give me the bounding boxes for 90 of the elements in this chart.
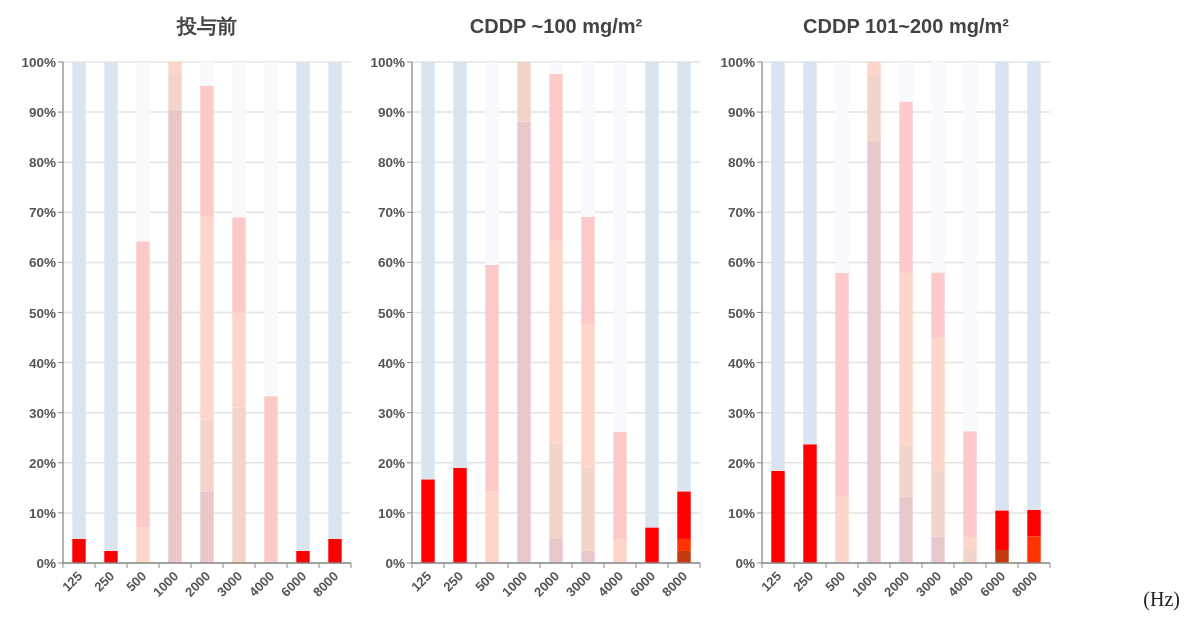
y-tick-label: 70%	[377, 205, 405, 221]
x-tick-label: 125	[408, 568, 435, 595]
x-tick-label: 125	[758, 568, 785, 595]
y-tick-label: 50%	[28, 305, 56, 321]
y-tick-label: 0%	[385, 556, 405, 571]
bar	[200, 491, 214, 563]
y-tick-label: 60%	[727, 255, 755, 271]
bar	[613, 431, 627, 539]
bar	[421, 479, 435, 563]
bar	[995, 549, 1009, 563]
bar	[677, 62, 691, 492]
bar	[867, 141, 881, 563]
bar	[485, 491, 499, 563]
bar	[677, 538, 691, 551]
x-tick-label: 250	[440, 568, 467, 595]
y-tick-label: 40%	[377, 355, 405, 371]
y-tick-label: 20%	[28, 455, 56, 471]
y-tick-label: 50%	[727, 305, 755, 321]
bar	[136, 527, 150, 563]
bar	[1027, 536, 1041, 563]
y-tick-label: 90%	[727, 105, 755, 121]
chart-title: 投与前	[176, 15, 237, 37]
y-tick-label: 90%	[28, 105, 56, 121]
y-tick-label: 40%	[28, 355, 56, 371]
bar	[803, 444, 817, 563]
x-axis-title: (Hz)	[1143, 588, 1180, 611]
bar	[835, 496, 849, 563]
bar	[549, 538, 563, 563]
bar	[803, 62, 817, 445]
bar	[453, 62, 467, 468]
y-tick-label: 30%	[377, 405, 405, 421]
bar	[995, 62, 1009, 511]
y-tick-label: 70%	[28, 205, 56, 221]
bar	[296, 62, 310, 551]
y-tick-label: 10%	[28, 505, 56, 521]
bar	[421, 62, 435, 480]
bar	[104, 550, 118, 563]
y-tick-label: 0%	[36, 556, 56, 571]
chart-title: CDDP 101~200 mg/m²	[803, 15, 1010, 37]
bar	[168, 109, 182, 563]
bar	[517, 62, 531, 122]
y-tick-label: 10%	[727, 505, 755, 521]
y-tick-label: 60%	[377, 255, 405, 271]
bar	[771, 470, 785, 563]
y-tick-label: 10%	[377, 505, 405, 521]
y-tick-label: 100%	[720, 55, 755, 70]
bar	[899, 496, 913, 563]
y-tick-label: 20%	[727, 455, 755, 471]
bar	[613, 538, 627, 563]
chart-title: CDDP ~100 mg/m²	[469, 15, 643, 37]
y-tick-label: 80%	[377, 155, 405, 171]
bar	[645, 62, 659, 528]
x-tick-label: 500	[472, 568, 499, 595]
x-tick-label: 125	[59, 568, 86, 595]
bar	[1027, 509, 1041, 537]
bar	[677, 491, 691, 539]
y-tick-label: 60%	[28, 255, 56, 271]
y-tick-label: 0%	[735, 556, 755, 571]
bar	[677, 550, 691, 563]
bar	[963, 431, 977, 537]
y-tick-label: 70%	[727, 205, 755, 221]
y-tick-label: 100%	[21, 55, 56, 70]
bar	[296, 550, 310, 563]
bar	[72, 62, 86, 539]
bar	[517, 121, 531, 563]
y-tick-label: 30%	[727, 405, 755, 421]
y-tick-label: 80%	[28, 155, 56, 171]
y-tick-label: 80%	[727, 155, 755, 171]
bar	[453, 467, 467, 563]
x-tick-label: 250	[790, 568, 817, 595]
bar	[1027, 61, 1041, 510]
bar	[931, 536, 945, 563]
bar	[328, 538, 342, 563]
bar	[995, 510, 1009, 550]
bar	[72, 538, 86, 563]
bar	[931, 272, 945, 339]
bar	[581, 550, 595, 563]
y-tick-label: 30%	[28, 405, 56, 421]
y-tick-label: 40%	[727, 355, 755, 371]
y-tick-label: 20%	[377, 455, 405, 471]
y-tick-label: 100%	[370, 55, 405, 70]
bar	[104, 62, 118, 551]
x-tick-label: 500	[822, 568, 849, 595]
x-tick-label: 250	[91, 568, 118, 595]
bar	[645, 527, 659, 563]
x-tick-label: 500	[123, 568, 150, 595]
bar	[328, 62, 342, 539]
y-tick-label: 50%	[377, 305, 405, 321]
y-tick-label: 90%	[377, 105, 405, 121]
bar	[771, 62, 785, 471]
